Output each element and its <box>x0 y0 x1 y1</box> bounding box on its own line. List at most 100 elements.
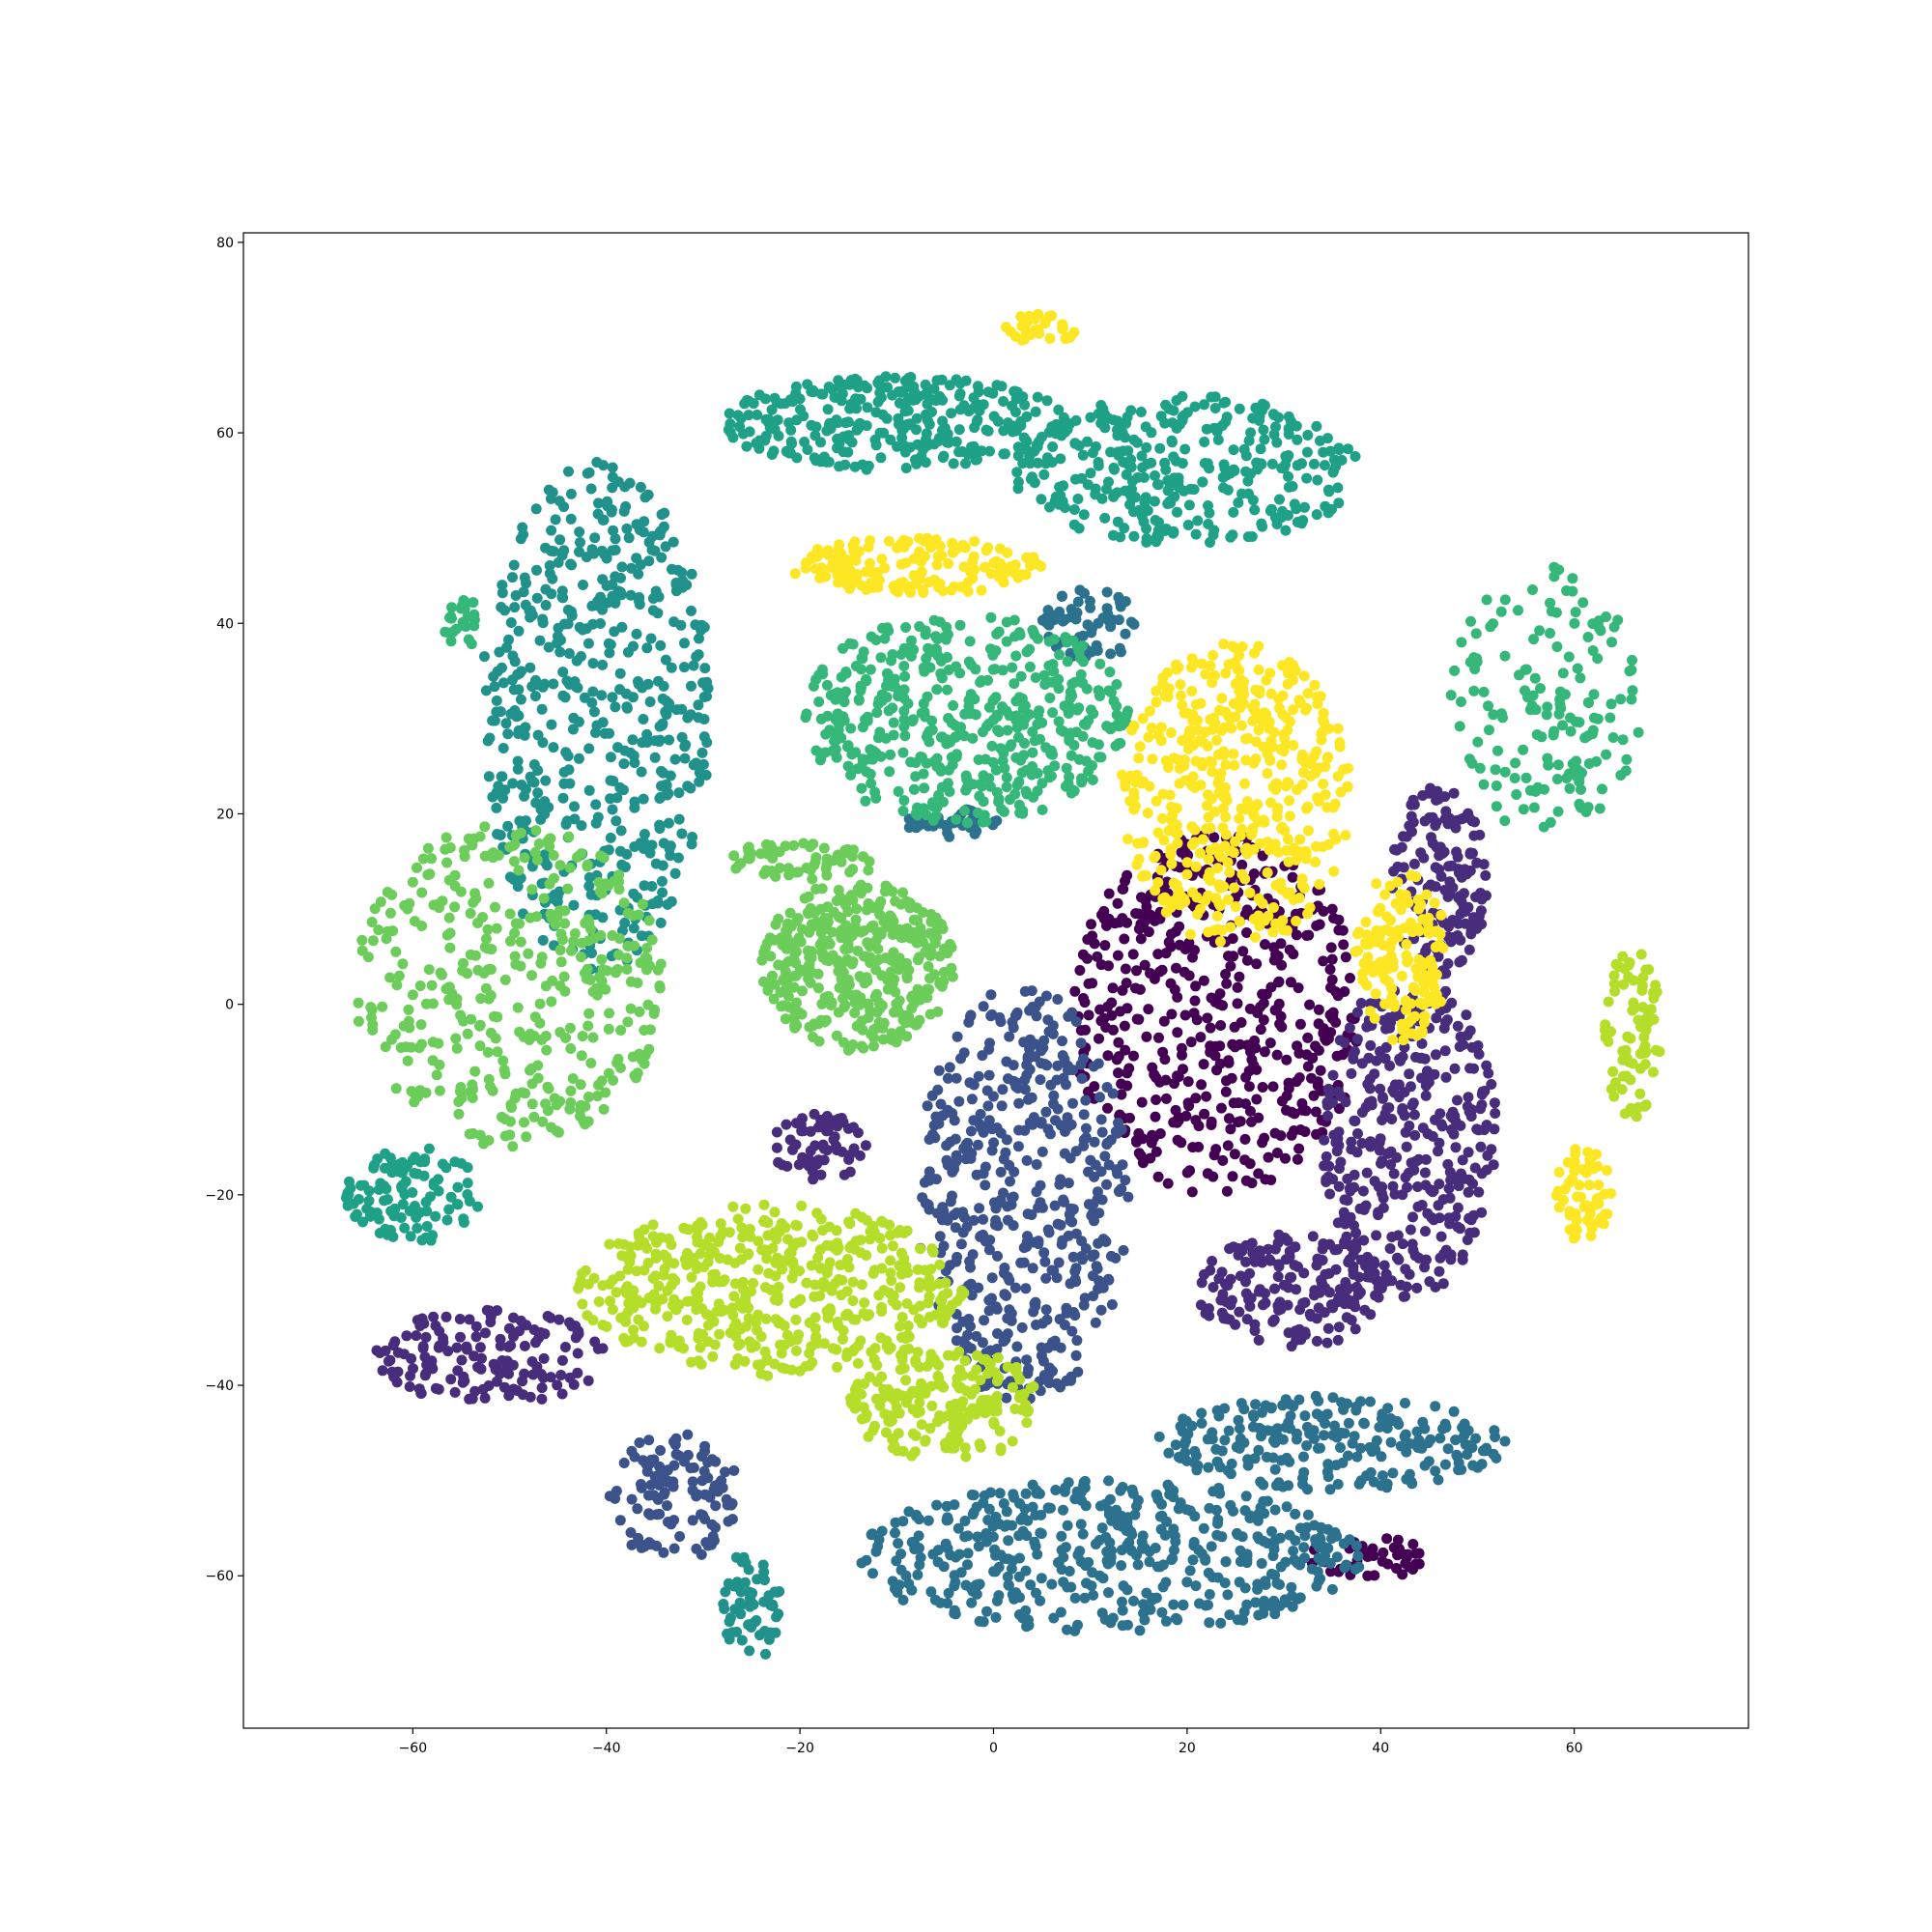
scatter-point <box>1234 1306 1245 1318</box>
scatter-point <box>1011 1341 1023 1352</box>
scatter-point <box>1253 1444 1264 1456</box>
scatter-point <box>476 1352 487 1364</box>
scatter-point <box>1280 1152 1291 1164</box>
scatter-point <box>491 802 502 813</box>
scatter-point <box>1351 1034 1363 1045</box>
scatter-point <box>1083 1009 1094 1021</box>
scatter-point <box>654 721 666 732</box>
scatter-point <box>659 507 670 519</box>
scatter-point <box>864 753 875 765</box>
scatter-point <box>1588 689 1600 700</box>
scatter-point <box>1281 1054 1293 1065</box>
scatter-point <box>1269 1436 1281 1448</box>
scatter-point <box>1291 1334 1302 1346</box>
scatter-point <box>1200 1553 1211 1564</box>
scatter-point <box>481 933 492 945</box>
scatter-point <box>1191 1014 1203 1026</box>
scatter-point <box>1232 998 1243 1009</box>
scatter-point <box>557 667 569 678</box>
scatter-point <box>923 1166 935 1178</box>
scatter-point <box>1027 1263 1038 1274</box>
scatter-point <box>1111 709 1122 721</box>
scatter-point <box>1062 637 1072 648</box>
scatter-point <box>1160 1093 1172 1104</box>
scatter-point <box>934 761 946 773</box>
scatter-point <box>696 619 707 631</box>
scatter-point <box>530 503 542 515</box>
scatter-point <box>980 1236 991 1247</box>
scatter-point <box>1476 1459 1488 1470</box>
scatter-point <box>1229 1021 1240 1033</box>
scatter-point <box>539 849 551 861</box>
scatter-point <box>656 875 668 887</box>
scatter-point <box>1173 1071 1184 1083</box>
scatter-point <box>1520 772 1532 783</box>
scatter-point <box>420 1232 432 1243</box>
scatter-point <box>1419 1167 1431 1179</box>
scatter-point <box>701 691 712 702</box>
scatter-point <box>1617 734 1629 746</box>
scatter-point <box>1311 1313 1322 1324</box>
scatter-point <box>1072 1366 1084 1378</box>
scatter-point <box>1382 1558 1394 1570</box>
scatter-point <box>1037 1318 1048 1329</box>
scatter-point <box>412 1222 423 1234</box>
scatter-point <box>1116 1089 1127 1100</box>
scatter-point <box>1007 662 1018 673</box>
scatter-point <box>382 1194 393 1206</box>
scatter-point <box>1128 1595 1139 1606</box>
scatter-point <box>537 613 549 625</box>
scatter-point <box>1052 994 1064 1005</box>
scatter-point <box>1457 1254 1468 1265</box>
scatter-point <box>1067 1097 1078 1109</box>
scatter-point <box>699 663 711 674</box>
scatter-point <box>505 1340 517 1351</box>
scatter-point <box>644 696 656 707</box>
scatter-point <box>1378 1547 1389 1558</box>
scatter-point <box>490 1033 501 1044</box>
scatter-point <box>1375 1083 1386 1094</box>
scatter-point <box>1222 1280 1234 1291</box>
scatter-point <box>906 635 917 646</box>
scatter-point <box>1452 930 1463 941</box>
scatter-point <box>569 801 580 812</box>
scatter-point <box>1251 1094 1263 1105</box>
scatter-point <box>489 681 500 693</box>
scatter-point <box>1036 1118 1047 1129</box>
scatter-point <box>1401 1281 1412 1293</box>
scatter-point <box>1024 1064 1036 1075</box>
scatter-point <box>998 396 1009 407</box>
scatter-point <box>1257 988 1268 1000</box>
scatter-point <box>983 773 995 784</box>
scatter-point <box>492 1046 503 1058</box>
scatter-point <box>1115 646 1126 658</box>
scatter-point <box>875 652 887 664</box>
scatter-point <box>497 662 507 673</box>
scatter-point <box>744 1645 755 1657</box>
scatter-point <box>867 1568 878 1579</box>
scatter-point <box>1615 694 1627 705</box>
scatter-point <box>1223 1425 1235 1436</box>
scatter-point <box>468 597 479 609</box>
scatter-point <box>1150 470 1160 481</box>
scatter-point <box>1116 1560 1127 1572</box>
scatter-point <box>1060 613 1071 625</box>
scatter-point <box>1520 685 1530 696</box>
scatter-point <box>942 1598 953 1609</box>
scatter-point <box>1113 1067 1123 1079</box>
scatter-point <box>470 1321 482 1332</box>
scatter-point <box>1059 1320 1070 1331</box>
scatter-point <box>1160 464 1172 475</box>
scatter-point <box>934 616 946 628</box>
scatter-point <box>1310 1106 1321 1118</box>
scatter-point <box>1450 822 1462 834</box>
scatter-point <box>1381 1482 1393 1493</box>
scatter-point <box>1075 1487 1087 1498</box>
scatter-point <box>1122 1080 1133 1092</box>
scatter-point <box>973 1070 984 1082</box>
scatter-points <box>341 308 1665 1660</box>
scatter-point <box>434 1325 445 1337</box>
scatter-point <box>1062 424 1073 435</box>
scatter-point <box>377 1365 388 1377</box>
scatter-point <box>443 1204 455 1215</box>
